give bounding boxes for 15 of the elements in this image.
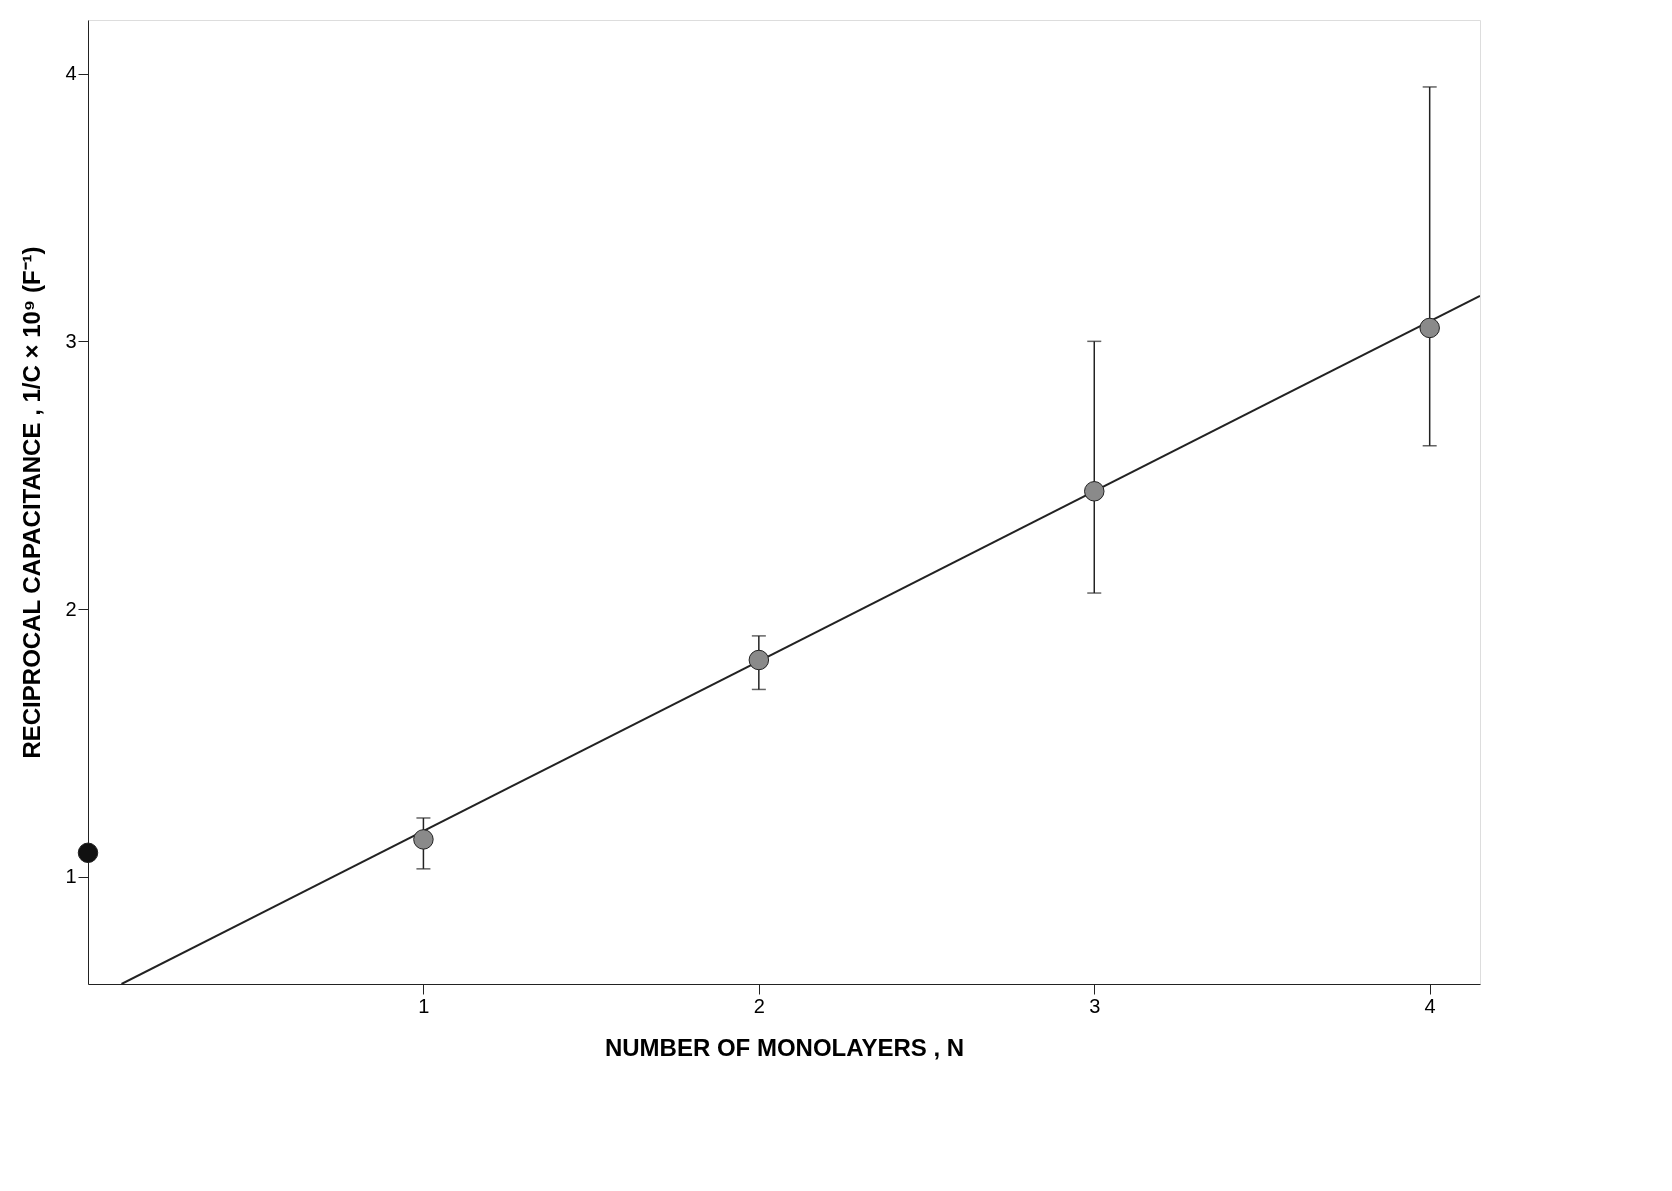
point xyxy=(1419,317,1440,339)
point xyxy=(1084,481,1105,502)
y-tick-label: 3 xyxy=(65,329,77,352)
y-tick-label: 2 xyxy=(65,597,77,620)
y-axis-title: RECIPROCAL CAPACITANCE , 1/C × 10⁹ (F⁻¹) xyxy=(18,246,46,759)
point xyxy=(413,829,434,850)
y-tick-label: 4 xyxy=(65,62,77,85)
x-tick-label: 4 xyxy=(1424,994,1436,1017)
x-tick-label: 3 xyxy=(1089,994,1101,1017)
x-tick-label: 1 xyxy=(418,994,430,1017)
point xyxy=(748,649,770,671)
x-axis-title: NUMBER OF MONOLAYERS , N xyxy=(604,1033,965,1061)
x-tick-label: 2 xyxy=(753,994,765,1017)
point xyxy=(77,842,99,864)
y-tick-label: 1 xyxy=(65,865,77,888)
